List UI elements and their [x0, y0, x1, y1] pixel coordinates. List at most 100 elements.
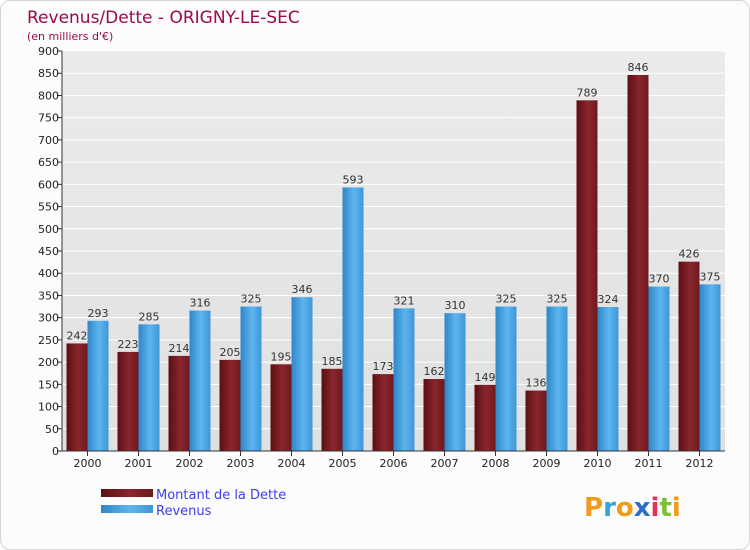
- data-label-revenus-2007: 310: [445, 299, 466, 312]
- legend-swatch-revenus: [101, 505, 153, 513]
- y-tick-label: 50: [45, 423, 59, 436]
- bar-revenus-2012: [699, 284, 721, 451]
- logo-letter: P: [584, 493, 603, 523]
- legend: Montant de la Dette Revenus: [101, 488, 286, 519]
- bar-revenus-2010: [597, 307, 619, 451]
- y-tick-label: 0: [52, 445, 59, 458]
- y-tick-label: 300: [38, 312, 59, 325]
- x-tick-label-2008: 2008: [482, 457, 510, 470]
- bar-revenus-2008: [495, 306, 517, 451]
- data-label-dette-2003: 205: [220, 346, 241, 359]
- bar-dette-2009: [525, 390, 547, 451]
- data-label-dette-2001: 223: [118, 338, 139, 351]
- logo-letter: i: [651, 493, 660, 523]
- bar-dette-2011: [627, 75, 649, 451]
- bar-revenus-2005: [342, 187, 364, 451]
- data-label-revenus-2006: 321: [394, 294, 415, 307]
- x-axis: 2000 2001 2002 2003 2004 2005 2006 2007 2008 2009…: [62, 450, 725, 470]
- y-tick-label: 500: [38, 223, 59, 236]
- data-label-dette-2009: 136: [526, 377, 547, 390]
- y-tick-label: 350: [38, 289, 59, 302]
- bar-dette-2002: [168, 355, 190, 451]
- y-tick-label: 750: [38, 112, 59, 125]
- y-axis: 0 50 100 150 200 250 300 350 400 450 500 550 600 650 7…: [38, 45, 63, 458]
- bar-revenus-2002: [189, 310, 211, 451]
- data-label-revenus-2001: 285: [139, 310, 160, 323]
- y-tick-label: 850: [38, 67, 59, 80]
- logo-letter: t: [659, 493, 671, 523]
- x-tick-label-2004: 2004: [278, 457, 306, 470]
- data-label-revenus-2009: 325: [547, 293, 568, 306]
- bar-dette-2007: [423, 379, 445, 451]
- legend-label-revenus: Revenus: [156, 504, 212, 519]
- y-tick-label: 600: [38, 178, 59, 191]
- bar-dette-2012: [678, 261, 700, 451]
- bar-revenus-2009: [546, 306, 568, 451]
- data-label-dette-2008: 149: [475, 371, 496, 384]
- data-label-revenus-2011: 370: [649, 273, 670, 286]
- chart-subtitle: (en milliers d'€): [27, 30, 113, 43]
- x-tick-label-2012: 2012: [686, 457, 714, 470]
- data-label-revenus-2010: 324: [598, 293, 619, 306]
- data-label-revenus-2005: 593: [343, 173, 364, 186]
- bar-dette-2010: [576, 100, 598, 451]
- bar-dette-2005: [321, 368, 343, 451]
- data-label-dette-2005: 185: [322, 355, 343, 368]
- bar-dette-2006: [372, 374, 394, 451]
- bar-dette-2003: [219, 359, 241, 451]
- legend-label-dette: Montant de la Dette: [156, 488, 286, 503]
- x-tick-label-2007: 2007: [431, 457, 459, 470]
- y-tick-label: 450: [38, 245, 59, 258]
- logo-letter: i: [672, 493, 681, 523]
- y-tick-label: 800: [38, 89, 59, 102]
- logo-letter: r: [603, 493, 616, 523]
- y-tick-label: 100: [38, 401, 59, 414]
- bar-dette-2008: [474, 384, 496, 451]
- bar-revenus-2007: [444, 313, 466, 451]
- data-label-dette-2010: 789: [577, 86, 598, 99]
- proxiti-logo: Proxiti: [584, 493, 681, 523]
- bar-revenus-2003: [240, 306, 262, 451]
- logo-letter: x: [634, 493, 651, 523]
- x-tick-label-2011: 2011: [635, 457, 663, 470]
- y-tick-label: 250: [38, 334, 59, 347]
- data-label-dette-2006: 173: [373, 360, 394, 373]
- y-tick-label: 900: [38, 45, 59, 58]
- data-label-revenus-2003: 325: [241, 293, 262, 306]
- data-label-revenus-2012: 375: [700, 270, 721, 283]
- bar-revenus-2004: [291, 297, 313, 451]
- x-tick-label-2003: 2003: [227, 457, 255, 470]
- x-tick-label-2005: 2005: [329, 457, 357, 470]
- data-label-dette-2004: 195: [271, 350, 292, 363]
- data-label-dette-2002: 214: [169, 342, 190, 355]
- bar-dette-2004: [270, 364, 292, 451]
- data-label-dette-2000: 242: [67, 329, 88, 342]
- bar-revenus-2000: [87, 320, 109, 451]
- x-tick-label-2000: 2000: [74, 457, 102, 470]
- y-tick-label: 700: [38, 134, 59, 147]
- bar-revenus-2011: [648, 286, 670, 451]
- data-label-dette-2007: 162: [424, 365, 445, 378]
- data-label-revenus-2004: 346: [292, 283, 313, 296]
- data-label-revenus-2002: 316: [190, 297, 211, 310]
- y-tick-label: 650: [38, 156, 59, 169]
- y-tick-label: 150: [38, 378, 59, 391]
- bar-dette-2000: [66, 343, 88, 451]
- y-tick-label: 550: [38, 201, 59, 214]
- data-label-dette-2011: 846: [628, 61, 649, 74]
- x-tick-label-2006: 2006: [380, 457, 408, 470]
- bar-dette-2001: [117, 351, 139, 451]
- x-tick-label-2010: 2010: [584, 457, 612, 470]
- bars: [66, 75, 721, 451]
- data-label-revenus-2008: 325: [496, 293, 517, 306]
- logo-letter: o: [616, 493, 634, 523]
- bar-revenus-2006: [393, 308, 415, 451]
- bar-revenus-2001: [138, 324, 160, 451]
- x-tick-label-2009: 2009: [533, 457, 561, 470]
- data-label-revenus-2000: 293: [88, 307, 109, 320]
- y-tick-label: 200: [38, 356, 59, 369]
- chart-title: Revenus/Dette - ORIGNY-LE-SEC: [27, 8, 300, 28]
